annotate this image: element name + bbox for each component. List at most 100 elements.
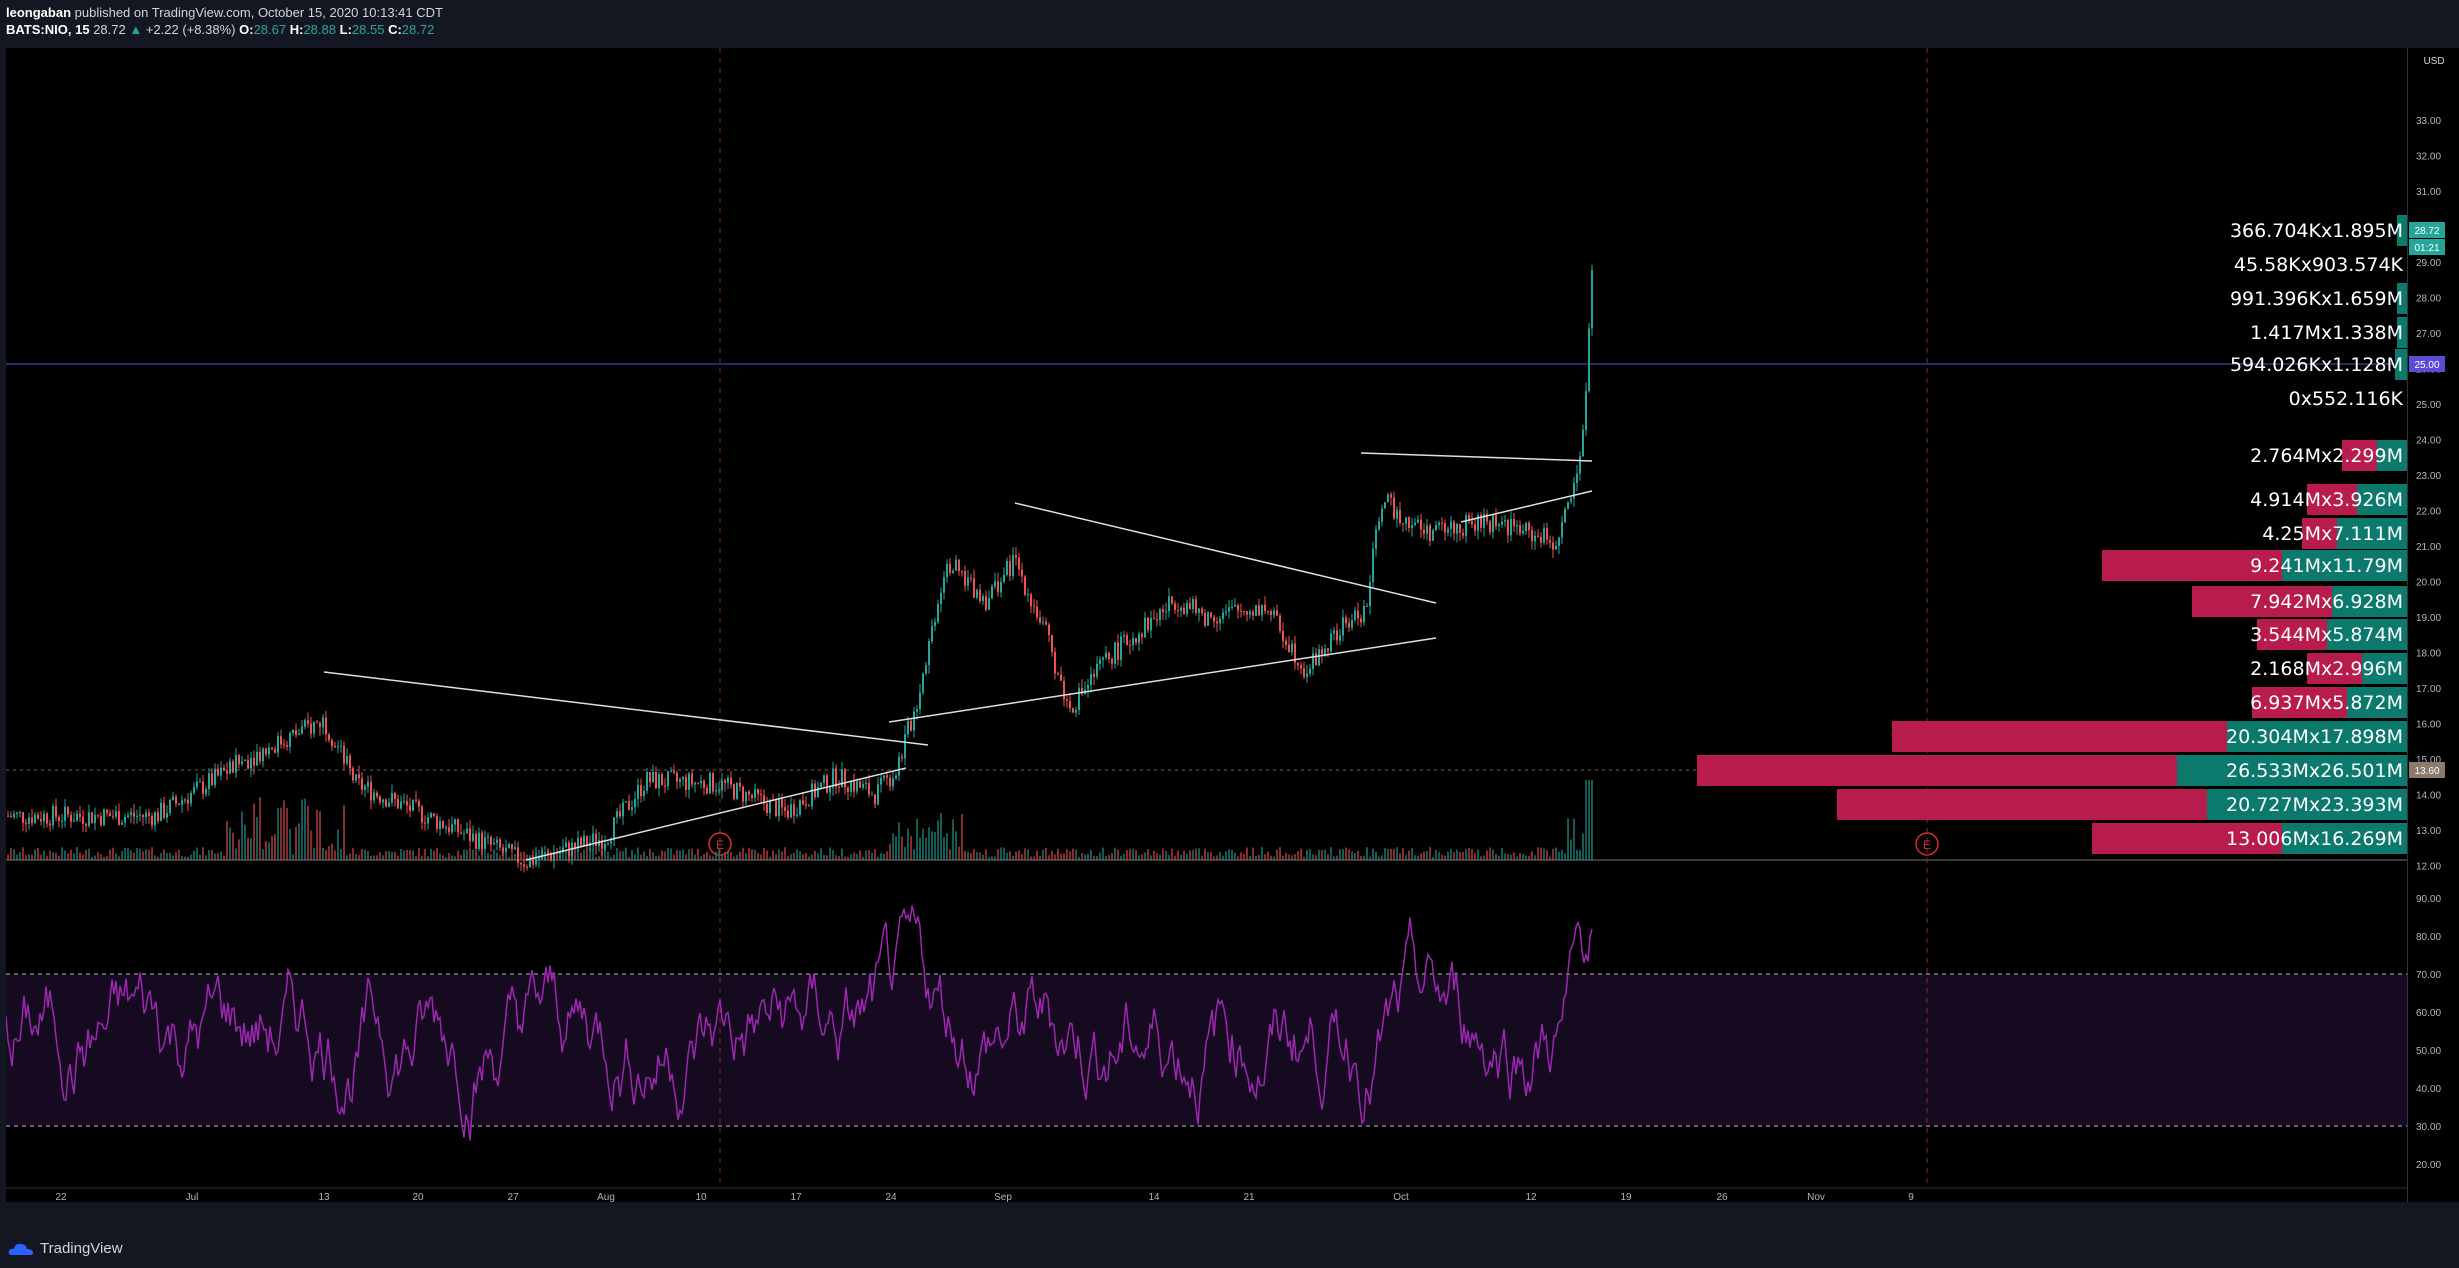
vp-sell-bar bbox=[1892, 721, 2227, 752]
candle-body bbox=[247, 759, 249, 769]
trendline[interactable] bbox=[1014, 502, 1437, 604]
candle-body bbox=[643, 790, 645, 797]
trendline[interactable] bbox=[888, 637, 1437, 723]
volume-bar bbox=[790, 853, 792, 860]
volume-bar bbox=[661, 850, 663, 860]
vp-label: 13.006Mx16.269M bbox=[2226, 828, 2403, 850]
volume-bar bbox=[229, 827, 231, 860]
earnings-marker[interactable]: E bbox=[1915, 832, 1939, 856]
candle-body bbox=[1381, 508, 1383, 522]
candle-body bbox=[610, 840, 612, 844]
volume-bar bbox=[214, 853, 216, 860]
earnings-icon[interactable] bbox=[708, 832, 732, 856]
price-tick: 25.00 bbox=[2416, 400, 2441, 411]
trendline[interactable] bbox=[323, 671, 929, 746]
volume-bar bbox=[562, 850, 564, 860]
candle-body bbox=[112, 816, 114, 818]
volume-bar bbox=[1459, 852, 1461, 860]
volume-bar bbox=[1570, 839, 1572, 860]
author-name[interactable]: leongaban bbox=[6, 5, 72, 20]
volume-bar bbox=[709, 855, 711, 860]
volume-bar bbox=[409, 849, 411, 860]
volume-bar bbox=[583, 849, 585, 860]
candle-body bbox=[1477, 515, 1479, 531]
trendline[interactable] bbox=[525, 767, 907, 861]
trendline[interactable] bbox=[1360, 452, 1593, 462]
price-tick: 22.00 bbox=[2416, 507, 2441, 518]
volume-bar bbox=[727, 851, 729, 860]
volume-bar bbox=[367, 851, 369, 860]
price-scale[interactable]: USD33.0032.0031.0030.0029.0028.0027.0026… bbox=[2408, 48, 2459, 1202]
volume-bar bbox=[1024, 848, 1026, 860]
candle-body bbox=[109, 813, 111, 817]
rsi-polyline bbox=[5, 905, 1593, 1141]
earnings-icon[interactable] bbox=[1915, 832, 1939, 856]
price-tick: 12.00 bbox=[2416, 862, 2441, 873]
volume-bar bbox=[406, 849, 408, 860]
volume-bar bbox=[358, 854, 360, 860]
tradingview-logo[interactable]: TradingView bbox=[8, 1240, 123, 1257]
symbol-label[interactable]: BATS:NIO, 15 bbox=[6, 22, 90, 37]
candle-body bbox=[649, 772, 651, 783]
volume-bar bbox=[1291, 855, 1293, 860]
candle-body bbox=[1162, 609, 1164, 613]
chart-pane[interactable]: 366.704Kx1.895M 45.58Kx903.574K 991.396Kx1… bbox=[5, 48, 2407, 1203]
price-axis[interactable]: USD33.0032.0031.0030.0029.0028.0027.0026… bbox=[2407, 48, 2459, 1202]
trendlines[interactable] bbox=[323, 452, 1593, 861]
candle-body bbox=[877, 784, 879, 805]
candle-body bbox=[1507, 520, 1509, 536]
candle-body bbox=[718, 790, 720, 792]
candle-body bbox=[634, 799, 636, 808]
volume-bar bbox=[631, 850, 633, 860]
volume-bar bbox=[1321, 850, 1323, 860]
earnings-marker[interactable]: E bbox=[708, 832, 732, 856]
volume-bar bbox=[196, 847, 198, 860]
volume-bar bbox=[115, 853, 117, 860]
candle-body bbox=[214, 768, 216, 786]
time-tick: 9 bbox=[1908, 1192, 1914, 1202]
candle-body bbox=[1471, 521, 1473, 525]
volume-bar bbox=[682, 849, 684, 860]
volume-bar bbox=[1114, 847, 1116, 860]
volume-bar bbox=[1477, 849, 1479, 860]
candle-body bbox=[1147, 617, 1149, 631]
candle-body bbox=[940, 592, 942, 604]
candle-body bbox=[1453, 521, 1455, 534]
volume-bar bbox=[274, 834, 276, 860]
candle-body bbox=[931, 626, 933, 642]
volume-bar bbox=[994, 856, 996, 860]
volume-bar bbox=[208, 849, 210, 860]
volume-bar bbox=[958, 846, 960, 860]
time-axis[interactable]: 22 Jul 13 20 27 Aug 10 17 24 Sep 14 21 Oct 12 19 26 Nov 9 bbox=[6, 1187, 2407, 1203]
candle-body bbox=[1186, 603, 1188, 614]
volume-bar bbox=[466, 849, 468, 860]
volume-bar bbox=[1582, 833, 1584, 860]
volume-bar bbox=[808, 856, 810, 860]
volume-bar bbox=[313, 847, 315, 860]
volume-bar bbox=[1498, 855, 1500, 860]
candle-body bbox=[1432, 530, 1434, 541]
candle-body bbox=[289, 732, 291, 747]
volume-bar bbox=[745, 853, 747, 860]
volume-bar bbox=[1432, 856, 1434, 860]
chart-canvas[interactable]: 366.704Kx1.895M 45.58Kx903.574K 991.396Kx1… bbox=[5, 48, 2407, 1203]
candle-body bbox=[1345, 617, 1347, 624]
candle-body bbox=[13, 813, 15, 818]
candle-body bbox=[1354, 610, 1356, 620]
volume-bar bbox=[772, 850, 774, 860]
candle-body bbox=[985, 596, 987, 610]
candlesticks bbox=[7, 264, 1593, 873]
candle-body bbox=[43, 813, 45, 822]
candle-body bbox=[859, 781, 861, 788]
trendline[interactable] bbox=[1460, 490, 1593, 523]
candle-body bbox=[1282, 630, 1284, 641]
candle-body bbox=[358, 774, 360, 779]
candle-body bbox=[1012, 555, 1014, 577]
candle-body bbox=[811, 783, 813, 807]
volume-bar bbox=[34, 849, 36, 860]
volume-bar bbox=[178, 849, 180, 860]
candle-body bbox=[205, 789, 207, 794]
volume-bar bbox=[1258, 854, 1260, 860]
volume-bar bbox=[235, 848, 237, 860]
volume-bar bbox=[1342, 849, 1344, 860]
